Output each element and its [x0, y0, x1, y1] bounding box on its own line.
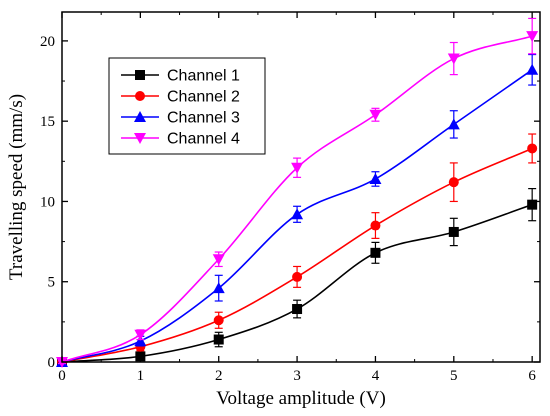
- y-tick-label: 20: [40, 34, 55, 50]
- y-axis-label: Travelling speed (mm/s): [6, 94, 27, 280]
- x-axis-label: Voltage amplitude (V): [216, 388, 386, 409]
- data-point: [447, 53, 460, 65]
- legend-marker: [135, 91, 145, 101]
- series-line: [61, 147, 533, 363]
- data-point: [213, 334, 224, 345]
- legend-label: Channel 3: [167, 110, 240, 127]
- data-point: [213, 315, 224, 326]
- data-point: [526, 63, 539, 75]
- data-point: [527, 199, 538, 210]
- data-point: [448, 177, 459, 188]
- data-point: [370, 220, 381, 231]
- legend: Channel 1 Channel 2 Channel 3 Channel 4: [108, 57, 266, 155]
- data-point: [526, 31, 539, 43]
- data-point: [527, 143, 538, 154]
- y-tick-label: 10: [40, 194, 55, 210]
- data-point: [447, 118, 460, 130]
- legend-label: Channel 2: [167, 89, 240, 106]
- x-tick-label: 0: [58, 368, 66, 384]
- data-point: [292, 271, 303, 282]
- data-point: [134, 329, 147, 341]
- x-tick-label: 2: [215, 368, 223, 384]
- data-point: [448, 226, 459, 237]
- x-tick-label: 5: [450, 368, 458, 384]
- data-point: [369, 109, 382, 121]
- x-tick-label: 1: [137, 368, 145, 384]
- legend-marker: [134, 133, 146, 144]
- series-4: [56, 17, 539, 368]
- axis-ticks: 0 1 2 3 4 5 6 0 5 10 15 20: [40, 12, 540, 384]
- x-tick-label: 4: [372, 368, 380, 384]
- data-point: [292, 304, 303, 315]
- y-tick-label: 5: [48, 275, 56, 291]
- data-point: [370, 247, 381, 258]
- y-tick-label: 15: [40, 114, 55, 130]
- data-point: [369, 172, 382, 184]
- plot-frame: [61, 11, 541, 363]
- data-point: [212, 282, 225, 294]
- legend-label: Channel 1: [167, 68, 240, 85]
- data-point: [291, 208, 304, 220]
- legend-marker: [134, 111, 146, 122]
- data-point: [212, 254, 225, 266]
- legend-marker: [135, 70, 145, 80]
- x-tick-label: 3: [293, 368, 301, 384]
- legend-label: Channel 4: [167, 131, 240, 148]
- x-tick-label: 6: [528, 368, 536, 384]
- data-point: [291, 162, 304, 174]
- plot-marks: [56, 17, 539, 368]
- y-tick-label: 0: [48, 355, 56, 371]
